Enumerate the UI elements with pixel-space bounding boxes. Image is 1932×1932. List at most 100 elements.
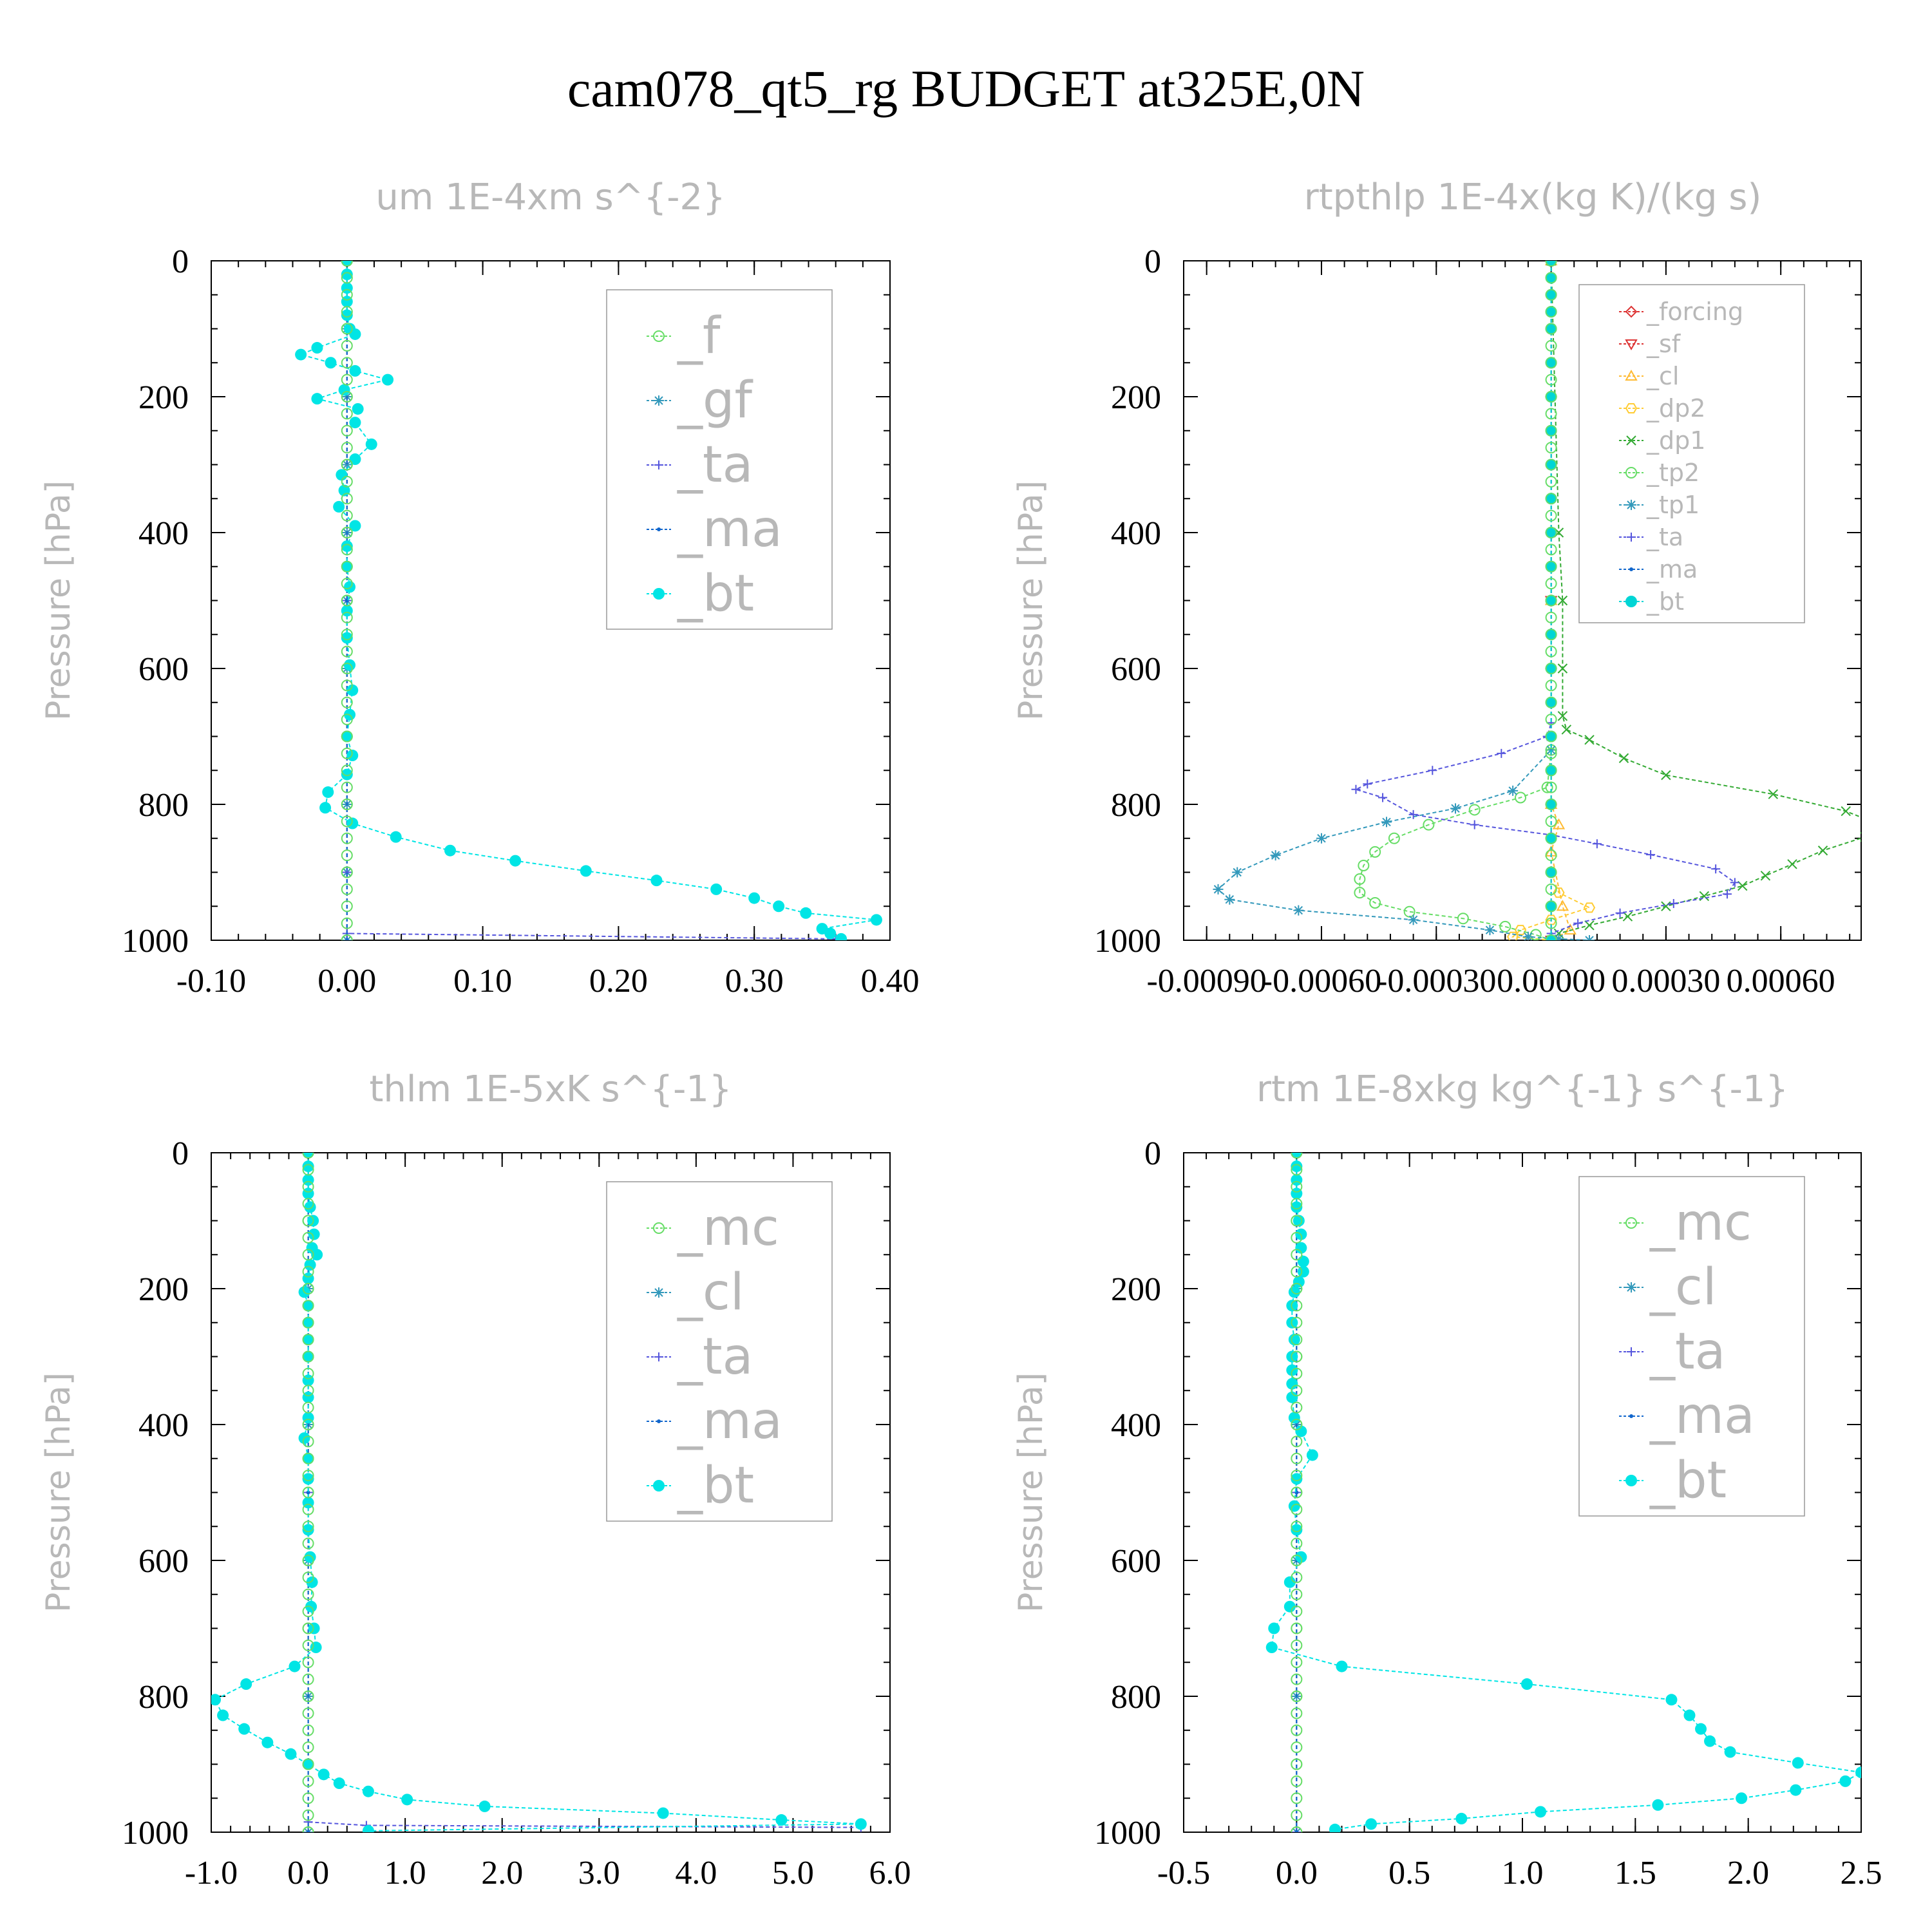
data-point: [211, 1694, 222, 1706]
zero-line-marker: [302, 1639, 314, 1651]
data-point: [322, 786, 334, 799]
data-point: [310, 1642, 322, 1654]
zero-line-marker: [302, 1741, 314, 1754]
legend-label: _dp1: [1646, 426, 1705, 455]
x-tick-label: 6.0: [869, 1855, 911, 1891]
data-point: [1291, 1473, 1303, 1485]
zero-line-marker: [1291, 1419, 1303, 1430]
zero-line-marker: [1291, 1520, 1303, 1533]
data-point: [1283, 1576, 1296, 1588]
data-point: [1408, 810, 1418, 819]
zero-line-marker: [302, 1198, 314, 1210]
data-point: [1381, 817, 1392, 828]
legend-label: _ta: [677, 1328, 753, 1386]
zero-line-marker: [341, 696, 353, 708]
zero-line-marker: [1291, 1367, 1303, 1379]
zero-line-marker: [302, 1656, 314, 1669]
data-point: [319, 802, 332, 814]
zero-line-marker: [1545, 849, 1557, 862]
data-point: [710, 883, 723, 895]
data-point: [748, 892, 761, 904]
zero-line-marker: [341, 883, 353, 895]
data-point: [302, 1160, 314, 1173]
data-point: [333, 500, 345, 513]
data-point: [1768, 789, 1779, 799]
data-point: [341, 768, 353, 781]
legend-label: _ma: [677, 1392, 782, 1450]
zero-line-marker: [302, 1775, 314, 1787]
y-tick-label: 400: [138, 515, 189, 552]
data-point: [1288, 1412, 1300, 1424]
zero-line-marker: [341, 442, 353, 454]
zero-line-marker: [302, 1350, 314, 1363]
data-point: [1629, 1414, 1633, 1418]
zero-line-marker: [341, 475, 353, 488]
data-point: [1450, 803, 1461, 814]
zero-line-marker: [302, 1334, 314, 1346]
y-tick-label: 1000: [122, 923, 189, 960]
data-point: [1760, 871, 1771, 881]
zero-line-marker: [1291, 1758, 1303, 1770]
zero-line-marker: [302, 1265, 314, 1278]
data-point: [1291, 1201, 1303, 1213]
zero-line-marker: [341, 339, 353, 352]
data-point: [1545, 730, 1557, 743]
zero-line-marker: [302, 1826, 314, 1832]
data-point: [325, 357, 337, 369]
data-point: [390, 831, 402, 843]
legend-label: _dp2: [1646, 394, 1705, 422]
y-tick-label: 0: [172, 243, 189, 280]
data-point: [1499, 920, 1511, 933]
data-point: [304, 1201, 316, 1213]
data-point: [1626, 435, 1636, 446]
data-point: [336, 469, 348, 481]
data-point: [654, 1352, 663, 1361]
zero-line-marker: [1545, 730, 1557, 743]
zero-line-marker: [1291, 1164, 1303, 1176]
y-tick-label: 200: [138, 379, 189, 416]
data-point: [653, 1222, 665, 1234]
data-point: [1232, 867, 1243, 878]
series-line: [1354, 261, 1736, 940]
legend-label: _bt: [1646, 587, 1684, 616]
zero-line-marker: [1545, 289, 1557, 301]
data-point: [346, 684, 359, 696]
zero-line-marker: [1291, 1452, 1303, 1464]
zero-line-marker: [1545, 832, 1557, 844]
data-point: [1268, 1622, 1280, 1634]
x-tick-label: 0.0: [287, 1855, 329, 1891]
zero-line-marker: [1291, 1198, 1303, 1210]
zero-line-marker: [1545, 679, 1557, 692]
x-tick-label: 1.5: [1615, 1855, 1656, 1891]
data-point: [311, 393, 323, 405]
data-point: [240, 1678, 252, 1690]
zero-line-marker: [1291, 1215, 1303, 1227]
data-point: [657, 1807, 669, 1819]
zero-line-marker: [302, 1792, 314, 1804]
zero-line-marker: [341, 391, 353, 402]
zero-line-marker: [341, 866, 353, 878]
data-point: [1297, 1255, 1309, 1267]
data-point: [1316, 833, 1327, 844]
zero-line-marker: [1545, 747, 1557, 759]
data-point: [302, 1758, 314, 1770]
zero-line-marker: [341, 594, 353, 607]
data-point: [775, 1814, 788, 1826]
legend-box: [606, 1181, 833, 1522]
data-point: [1573, 918, 1583, 928]
data-point: [1661, 901, 1671, 911]
data-point: [289, 1660, 301, 1672]
zero-line-marker: [1545, 408, 1557, 420]
legend-label: _bt: [677, 1457, 754, 1515]
x-tick-label: 0.00000: [1497, 963, 1605, 999]
data-point: [870, 914, 882, 926]
zero-line-marker: [1545, 261, 1557, 267]
data-point: [1545, 391, 1557, 402]
data-point: [650, 875, 663, 887]
data-point: [1625, 369, 1638, 381]
zero-line-marker: [1291, 1249, 1303, 1261]
y-tick-label: 200: [1111, 379, 1161, 416]
zero-line-marker: [1291, 1180, 1303, 1193]
x-tick-label: 0.10: [453, 963, 512, 999]
data-point: [345, 938, 349, 940]
